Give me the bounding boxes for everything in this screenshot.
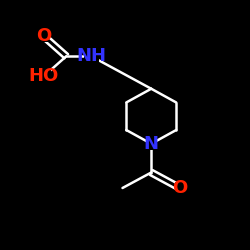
- FancyBboxPatch shape: [146, 138, 156, 150]
- FancyBboxPatch shape: [84, 50, 99, 62]
- Text: N: N: [144, 135, 159, 153]
- FancyBboxPatch shape: [39, 30, 48, 42]
- Text: HO: HO: [28, 67, 59, 85]
- Text: O: O: [36, 27, 52, 45]
- FancyBboxPatch shape: [36, 70, 51, 82]
- Text: NH: NH: [76, 47, 106, 65]
- Text: O: O: [172, 179, 188, 197]
- FancyBboxPatch shape: [175, 182, 185, 194]
